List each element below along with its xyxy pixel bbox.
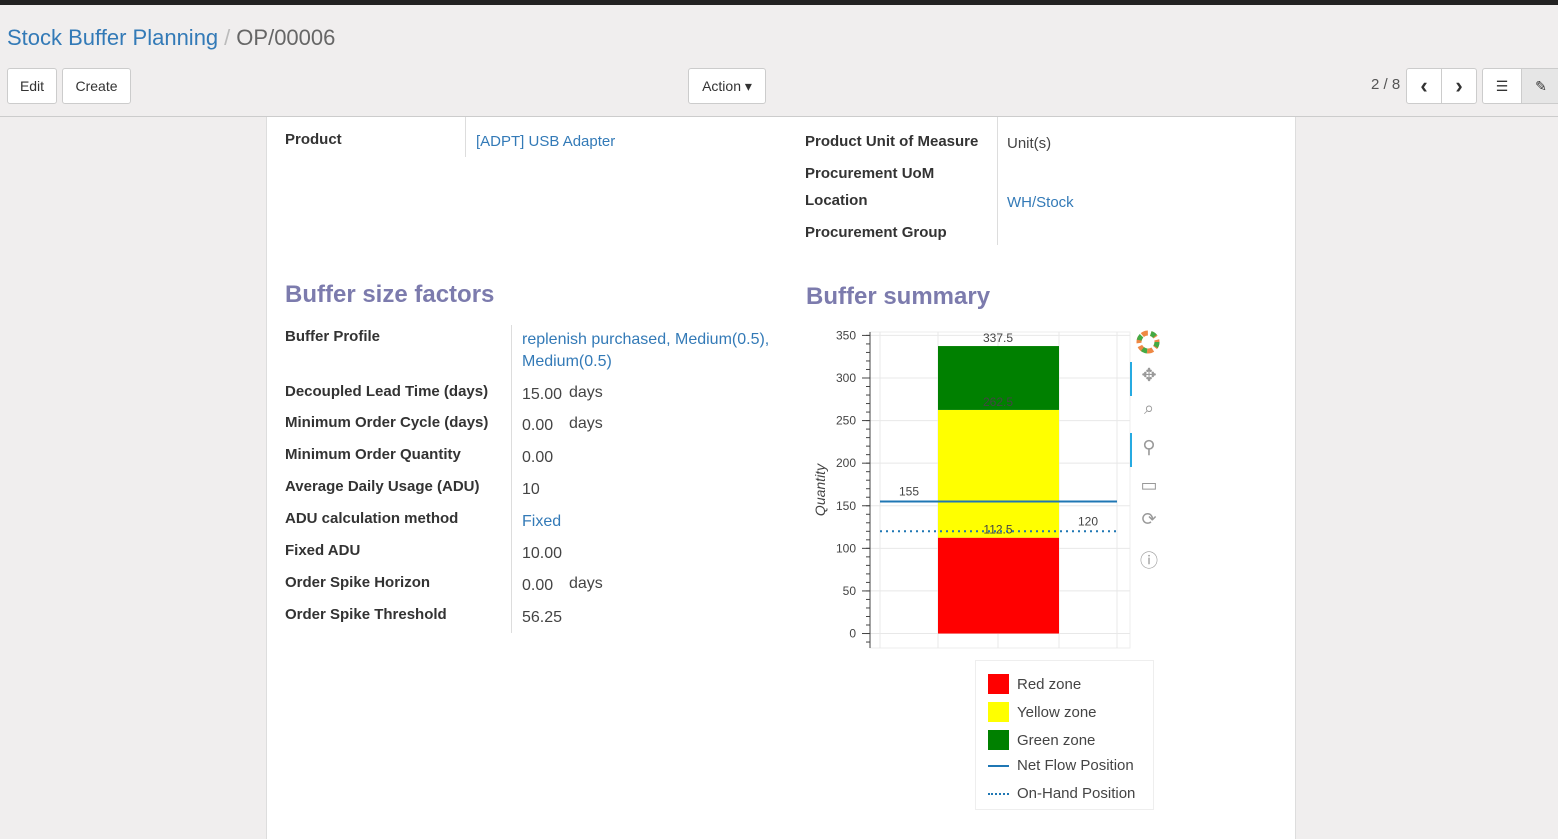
- pager-next-button[interactable]: ›: [1441, 68, 1477, 104]
- divider: [465, 117, 466, 157]
- legend-label: Green zone: [1017, 731, 1096, 749]
- chevron-right-icon: ›: [1455, 73, 1463, 98]
- product-link[interactable]: [ADPT] USB Adapter: [476, 133, 616, 150]
- legend-item-net-flow: Net Flow Position: [988, 757, 1134, 774]
- location-link[interactable]: WH/Stock: [1007, 194, 1074, 211]
- box-zoom-icon[interactable]: ⌕: [1143, 398, 1155, 418]
- y-tick-label: 350: [836, 328, 856, 342]
- legend-swatch: [988, 674, 1009, 694]
- procurement-uom-label: Procurement UoM: [805, 165, 935, 182]
- y-tick-label: 0: [849, 627, 856, 641]
- factor-unit: days: [569, 575, 603, 592]
- factor-label: Average Daily Usage (ADU): [285, 478, 480, 495]
- factor-label: Decoupled Lead Time (days): [285, 383, 489, 400]
- edit-button[interactable]: Edit: [7, 68, 57, 104]
- zone-data-label: 337.5: [983, 331, 1013, 345]
- legend-swatch: [988, 702, 1009, 722]
- reset-icon[interactable]: ⟳: [1141, 509, 1157, 529]
- bar-yellow-zone: [938, 409, 1059, 538]
- factor-value: 0.00: [522, 417, 554, 434]
- buffer-size-factors-title: Buffer size factors: [285, 281, 495, 308]
- buffer-summary-title: Buffer summary: [806, 283, 991, 310]
- control-panel: Stock Buffer Planning / OP/00006 Edit Crea…: [0, 5, 1558, 117]
- chart-legend: Red zone Yellow zone Green zone Net Flow…: [975, 660, 1154, 810]
- y-tick-label: 300: [836, 371, 856, 385]
- factor-unit: days: [569, 384, 603, 401]
- zone-data-label: 262.5: [983, 395, 1013, 409]
- factor-label: ADU calculation method: [285, 510, 459, 527]
- legend-label: Red zone: [1017, 675, 1082, 693]
- factor-value[interactable]: Fixed: [522, 513, 562, 530]
- factor-value: 56.25: [522, 609, 563, 626]
- legend-label: On-Hand Position: [1017, 785, 1136, 802]
- y-tick-label: 250: [836, 414, 856, 428]
- legend-line: [988, 764, 1009, 767]
- factor-label: Order Spike Threshold: [285, 606, 447, 623]
- factor-label: Fixed ADU: [285, 542, 361, 559]
- y-tick-label: 200: [836, 456, 856, 470]
- list-icon: ☰: [1495, 77, 1509, 94]
- legend-item-green: Green zone: [988, 730, 1095, 750]
- bar-green-zone: [938, 346, 1059, 410]
- help-icon[interactable]: ⓘ: [1140, 551, 1158, 571]
- breadcrumb-separator: /: [224, 25, 231, 50]
- product-label: Product: [285, 131, 342, 148]
- active-tool-indicator: [1130, 362, 1132, 396]
- y-tick-label: 50: [843, 584, 857, 598]
- buffer-chart: 0 50 100 150 200 250 300 350 Quantity 112.5 262.5 3…: [812, 328, 1131, 649]
- divider: [997, 117, 998, 245]
- uom-label: Product Unit of Measure: [805, 133, 979, 150]
- top-bar: [0, 0, 1558, 5]
- legend-item-yellow: Yellow zone: [988, 702, 1097, 722]
- uom-value: Unit(s): [1007, 135, 1052, 152]
- create-button[interactable]: Create: [62, 68, 131, 104]
- list-view-button[interactable]: ☰: [1482, 68, 1522, 104]
- factor-value: 10.00: [522, 545, 563, 562]
- form-view-button[interactable]: ✎: [1521, 68, 1558, 104]
- legend-label: Yellow zone: [1017, 703, 1097, 721]
- factor-value: 10: [522, 481, 540, 498]
- breadcrumb-parent-link[interactable]: Stock Buffer Planning: [7, 25, 219, 50]
- save-icon[interactable]: ▭: [1140, 475, 1158, 495]
- edit-icon: ✎: [1535, 77, 1547, 94]
- legend-line: [988, 792, 1009, 795]
- active-tool-indicator: [1130, 433, 1132, 467]
- factor-value: 15.00: [522, 386, 563, 403]
- factor-value-continued[interactable]: Medium(0.5): [522, 353, 612, 370]
- factor-unit: days: [569, 415, 603, 432]
- pan-icon[interactable]: ✥: [1141, 365, 1157, 385]
- pager-value: 2 / 8: [1371, 76, 1401, 93]
- breadcrumb-current: OP/00006: [236, 25, 336, 50]
- line-data-label: 120: [1078, 514, 1098, 528]
- action-dropdown[interactable]: Action ▾: [688, 68, 766, 104]
- factor-value: 0.00: [522, 449, 554, 466]
- bar-red-zone: [938, 537, 1059, 634]
- factor-value: 0.00: [522, 577, 554, 594]
- location-label: Location: [805, 192, 868, 209]
- factor-label: Order Spike Horizon: [285, 574, 431, 591]
- breadcrumb: Stock Buffer Planning / OP/00006: [7, 25, 335, 51]
- chevron-left-icon: ‹: [1420, 73, 1428, 98]
- pager-previous-button[interactable]: ‹: [1406, 68, 1442, 104]
- procurement-group-label: Procurement Group: [805, 224, 947, 241]
- divider: [511, 325, 512, 633]
- zone-data-label: 112.5: [983, 523, 1012, 537]
- wheel-zoom-icon[interactable]: ⚲: [1142, 437, 1156, 457]
- line-data-label: 155: [899, 484, 919, 498]
- factor-label: Minimum Order Cycle (days): [285, 414, 489, 431]
- y-axis-label: Quantity: [812, 463, 828, 516]
- legend-swatch: [988, 730, 1009, 750]
- legend-item-red: Red zone: [988, 674, 1081, 694]
- factor-label: Buffer Profile: [285, 328, 381, 345]
- y-tick-label: 100: [836, 541, 856, 555]
- legend-item-on-hand: On-Hand Position: [988, 785, 1135, 802]
- legend-label: Net Flow Position: [1017, 757, 1134, 774]
- factor-label: Minimum Order Quantity: [285, 446, 461, 463]
- y-tick-label: 150: [836, 499, 856, 513]
- bokeh-logo-icon[interactable]: [1136, 330, 1160, 359]
- factor-value[interactable]: replenish purchased, Medium(0.5),: [522, 331, 770, 348]
